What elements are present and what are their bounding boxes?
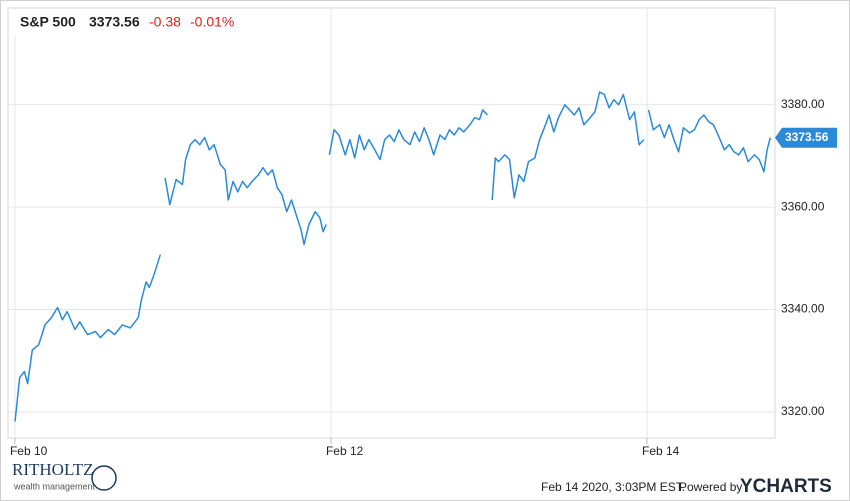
change-pct: -0.01% [190,14,234,30]
x-tick-label: Feb 14 [642,444,680,458]
last-value-label: 3373.56 [785,130,829,144]
powered-by: Powered by [679,480,742,494]
logo-name: RITHOLTZ [12,460,94,479]
y-tick-label: 3360.00 [781,199,825,213]
last-value-tag [775,127,837,148]
logo-tagline: wealth management [13,481,96,491]
x-tick-label: Feb 12 [326,444,364,458]
chart-title: S&P 500 [20,14,76,30]
timestamp: Feb 14 2020, 3:03PM EST. [541,480,685,494]
title-box [10,10,244,36]
price: 3373.56 [89,14,140,30]
logo-mark [91,465,117,491]
y-tick-label: 3320.00 [781,404,825,418]
brand: YCHARTS [740,476,832,497]
y-tick-label: 3340.00 [781,302,825,316]
x-tick-label: Feb 10 [10,444,48,458]
change: -0.38 [149,14,181,30]
line [14,91,772,422]
y-tick-label: 3380.00 [781,97,825,111]
plot-area [7,7,776,439]
